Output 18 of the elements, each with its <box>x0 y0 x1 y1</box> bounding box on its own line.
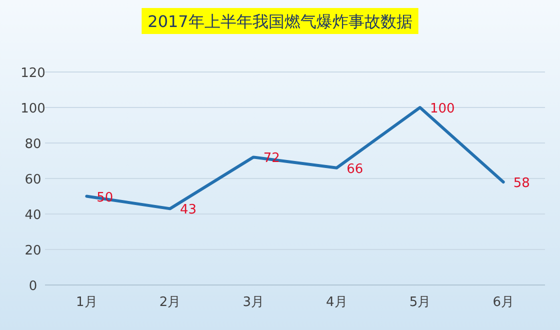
x-tick-label: 1月 <box>76 295 98 310</box>
y-tick-label: 120 <box>20 66 46 81</box>
y-tick-label: 0 <box>28 279 38 294</box>
y-tick-label: 40 <box>24 208 42 223</box>
y-tick-label: 20 <box>24 244 42 258</box>
data-label: 100 <box>430 102 455 116</box>
data-label: 66 <box>346 162 364 177</box>
x-tick-label: 2月 <box>159 295 181 310</box>
x-tick-label: 4月 <box>326 295 348 310</box>
y-tick-label: 60 <box>24 172 42 188</box>
y-tick-label: 100 <box>20 102 46 116</box>
data-label: 58 <box>513 176 530 192</box>
data-label: 43 <box>180 202 197 218</box>
chart-title: 2017年上半年我国燃气爆炸事故数据 <box>148 12 412 31</box>
x-tick-label: 3月 <box>242 295 264 310</box>
x-tick-label: 5月 <box>409 295 431 310</box>
x-tick-label: 6月 <box>492 295 514 310</box>
y-tick-label: 80 <box>24 137 42 152</box>
